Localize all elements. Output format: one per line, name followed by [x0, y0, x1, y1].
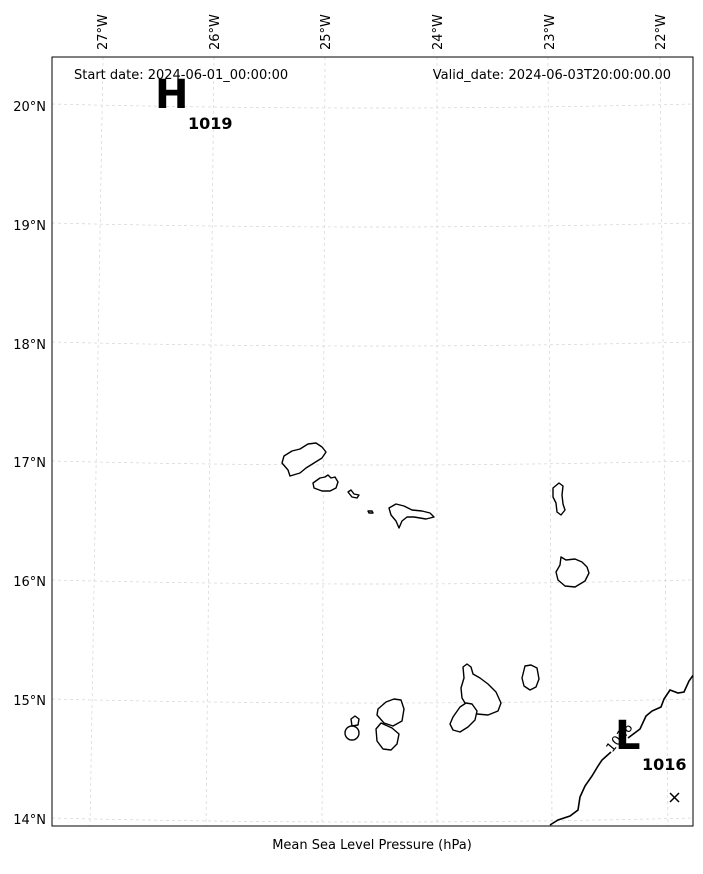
- longitude-tick-labels: 27°W 26°W 25°W 24°W 23°W 22°W: [96, 14, 669, 50]
- island-sal: [552, 482, 566, 516]
- lat-tick-19n: 19°N: [13, 219, 46, 234]
- valid-date-label: Valid_date: 2024-06-03T20:00:00.00: [433, 68, 671, 83]
- low-pressure-center: L 1016: [615, 713, 687, 803]
- meridian-25w: [321, 57, 326, 826]
- parallel-17n: [52, 460, 693, 466]
- lat-tick-14n: 14°N: [13, 813, 46, 828]
- isobar-1016: [549, 674, 693, 826]
- lat-tick-20n: 20°N: [13, 100, 46, 115]
- island-ilheu-rombo: [375, 722, 400, 751]
- island-ilheu-grande: [350, 715, 360, 727]
- island-ilheu-cima: [344, 725, 360, 741]
- parallel-19n: [52, 222, 693, 228]
- island-sao-nicolau: [388, 503, 435, 529]
- lat-tick-18n: 18°N: [13, 338, 46, 353]
- map-frame: [51, 56, 694, 827]
- island-santiago: [460, 663, 502, 716]
- low-center-value: 1016: [642, 755, 687, 774]
- high-center-value: 1019: [188, 114, 233, 133]
- graticule: [52, 57, 693, 826]
- island-raso: [367, 510, 374, 514]
- high-center-symbol: H: [155, 72, 188, 118]
- parallel-20n: [52, 103, 693, 109]
- map-caption: Mean Sea Level Pressure (hPa): [272, 838, 472, 853]
- high-pressure-center: H 1019: [155, 72, 233, 133]
- meridian-22w: [659, 57, 669, 826]
- lon-tick-26w: 26°W: [208, 14, 223, 50]
- island-sao-vicente: [312, 474, 339, 492]
- lon-tick-23w: 23°W: [543, 14, 558, 50]
- lon-tick-24w: 24°W: [431, 14, 446, 50]
- lat-tick-16n: 16°N: [13, 575, 46, 590]
- islands: [281, 442, 590, 751]
- parallel-14n: [52, 817, 693, 823]
- island-santo-antao: [281, 442, 327, 477]
- island-brava: [376, 698, 405, 727]
- island-santa-luzia: [347, 489, 360, 499]
- island-boa-vista: [555, 556, 590, 588]
- lon-tick-22w: 22°W: [654, 14, 669, 50]
- meridian-27w: [89, 57, 104, 826]
- parallel-16n: [52, 579, 693, 585]
- lon-tick-25w: 25°W: [319, 14, 334, 50]
- parallel-15n: [52, 698, 693, 704]
- lon-tick-27w: 27°W: [96, 14, 111, 50]
- latitude-tick-labels: 20°N 19°N 18°N 17°N 16°N 15°N 14°N: [13, 100, 46, 828]
- lat-tick-15n: 15°N: [13, 694, 46, 709]
- lat-tick-17n: 17°N: [13, 456, 46, 471]
- parallel-18n: [52, 341, 693, 347]
- meridian-23w: [547, 57, 553, 826]
- island-maio: [521, 664, 540, 691]
- low-center-symbol: L: [615, 713, 641, 759]
- island-fogo: [449, 702, 478, 733]
- meridian-26w: [205, 57, 215, 826]
- start-date-label: Start date: 2024-06-01_00:00:00: [74, 68, 288, 83]
- cross-icon: [669, 792, 680, 803]
